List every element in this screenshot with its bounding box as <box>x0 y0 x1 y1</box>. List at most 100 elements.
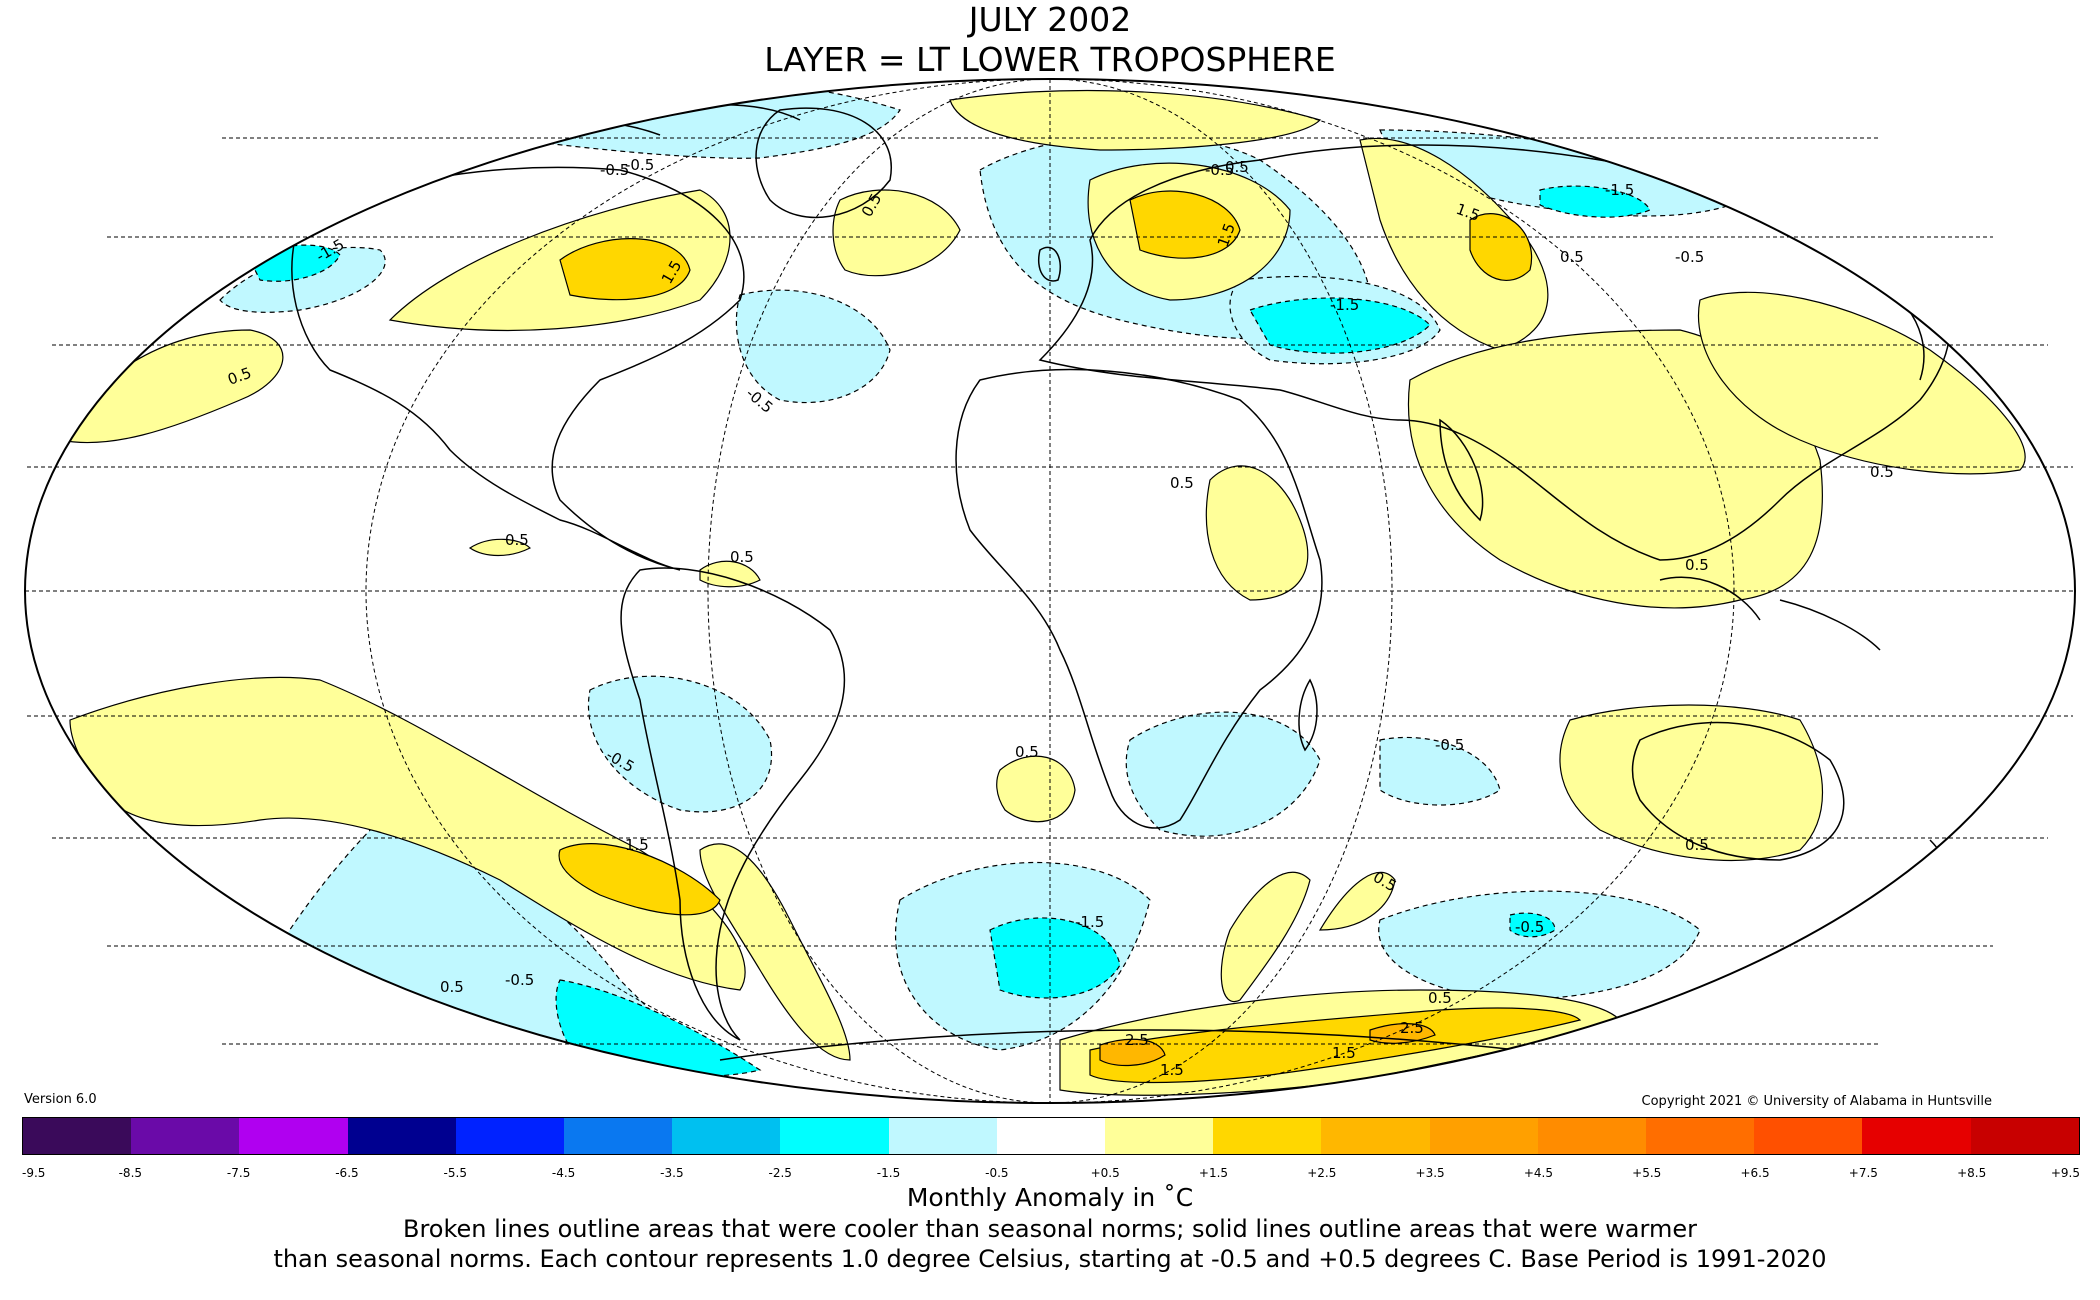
contour-label: 0.5 <box>1225 158 1249 176</box>
warm-region-west-siberia <box>1359 137 1549 351</box>
warm-core-antarctic-inner <box>1099 1038 1166 1067</box>
coast-eurasia <box>1038 144 1951 561</box>
colorbar-cell <box>996 1118 1106 1154</box>
anomaly-map: -0.50.51.5-1.5-0.50.5-0.51.50.50.5-0.5-1… <box>24 78 2076 1104</box>
warm-region-south-america-west <box>699 843 851 1061</box>
copyright-label: Copyright 2021 © University of Alabama i… <box>1641 1094 1992 1109</box>
warm-region-south-pacific <box>69 676 746 991</box>
warm-region-tropical-pacific <box>468 538 532 557</box>
colorbar-cell <box>1970 1118 2079 1154</box>
colorbar-cell <box>1646 1118 1755 1154</box>
colorbar-cell <box>1862 1118 1971 1154</box>
colorbar-cell <box>23 1118 132 1154</box>
colorbar-tick-label: +9.5 <box>2050 1166 2080 1180</box>
coast-africa <box>955 368 1323 829</box>
colorbar-cell <box>1105 1118 1214 1154</box>
colorbar-tick-label: -4.5 <box>551 1166 576 1180</box>
colorbar-cell <box>1537 1118 1647 1154</box>
colorbar-tick-label: -6.5 <box>335 1166 359 1180</box>
warm-region-tasman <box>1318 871 1396 931</box>
coast-north-america <box>291 166 745 571</box>
cool-region-atlantic <box>735 289 891 404</box>
warm-region-south-atlantic-blob <box>996 755 1076 823</box>
contour-label: 1.5 <box>625 836 649 854</box>
contour-label: 0.5 <box>1015 743 1039 761</box>
warm-core-siberia <box>1469 213 1533 281</box>
contour-label: 0.5 <box>440 978 464 996</box>
colorbar-tick-label: +0.5 <box>1090 1166 1120 1180</box>
warm-region-east-asia <box>1698 291 2026 475</box>
caption-line-1: Broken lines outline areas that were coo… <box>403 1215 1697 1243</box>
coast-greenland <box>755 107 892 219</box>
graticule <box>25 78 2075 1104</box>
contour-label: 1.5 <box>1332 1044 1356 1062</box>
colorbar-tick-labels: -9.5 -8.5 -7.5 -6.5 -5.5 -4.5 -3.5 -2.5 -1.5 -0.5… <box>22 1166 2080 1184</box>
warm-region-asia <box>1407 329 1823 609</box>
colorbar-tick-label: +4.5 <box>1523 1166 1553 1180</box>
warm-core-canada <box>559 238 691 301</box>
colorbar-tick-label: -5.5 <box>443 1166 467 1180</box>
coast-indonesia <box>1659 576 1881 651</box>
colorbar-cell <box>1754 1118 1863 1154</box>
figure-title-layer: LAYER = LT LOWER TROPOSPHERE <box>764 40 1336 79</box>
colorbar-cell <box>1321 1118 1430 1154</box>
cold-core-black-sea <box>1249 297 1431 354</box>
colorbar-cell <box>131 1118 240 1154</box>
cold-core-south-atlantic <box>989 917 1121 999</box>
contour-label: 2.5 <box>1400 1019 1424 1037</box>
colorbar-cell <box>455 1118 565 1154</box>
colorbar-cell <box>1213 1118 1322 1154</box>
colorbar-tick-label: +2.5 <box>1307 1166 1337 1180</box>
contour-label: -0.5 <box>505 971 534 989</box>
coast-south-america <box>620 567 846 1041</box>
colorbar-tick-label: +8.5 <box>1957 1166 1987 1180</box>
contour-label: -1.5 <box>1330 296 1359 314</box>
colorbar-tick-label: +5.5 <box>1632 1166 1662 1180</box>
coast-madagascar <box>1298 678 1318 752</box>
colorbar-cell <box>239 1118 348 1154</box>
colorbar-tick-label: -0.5 <box>985 1166 1009 1180</box>
cold-core-indian <box>1509 912 1556 938</box>
contour-label: -1.5 <box>1075 913 1104 931</box>
contour-label: 0.5 <box>1560 248 1584 266</box>
warm-core-scandinavia <box>1129 190 1241 259</box>
warm-region-south-indian-ribbon <box>1220 871 1311 1003</box>
warm-region-arctic <box>949 89 1322 151</box>
warm-region-caribbean <box>699 560 761 588</box>
colorbar-tick-label: -7.5 <box>226 1166 251 1180</box>
contour-label: -0.5 <box>1675 248 1704 266</box>
coast-india <box>1439 418 1484 522</box>
caption-line-2: than seasonal norms. Each contour repres… <box>273 1245 1827 1273</box>
colorbar-cell <box>672 1118 781 1154</box>
contour-label: -0.5 <box>1435 736 1464 754</box>
legend-title: Monthly Anomaly in ˚C <box>906 1183 1194 1212</box>
colorbar-tick-label: -3.5 <box>660 1166 684 1180</box>
contour-label: 0.5 <box>1685 836 1709 854</box>
colorbar-cell <box>347 1118 456 1154</box>
contour-label: 1.5 <box>1160 1061 1184 1079</box>
colorbar-tick-label: +6.5 <box>1740 1166 1770 1180</box>
colorbar-cell <box>780 1118 889 1154</box>
version-label: Version 6.0 <box>24 1092 97 1107</box>
figure-title-month: JULY 2002 <box>968 0 1132 39</box>
warm-core-antarctic <box>1089 1007 1582 1084</box>
contour-label: -0.5 <box>600 161 629 179</box>
colorbar-tick-label: -9.5 <box>22 1166 46 1180</box>
colorbar-cell <box>888 1118 997 1154</box>
contour-label: 0.5 <box>1170 474 1194 492</box>
warm-region-australia <box>1559 704 1823 861</box>
contour-label: -1.5 <box>1605 181 1634 199</box>
contour-label: 0.5 <box>505 531 529 549</box>
cool-region-indian-ocean <box>1379 736 1501 806</box>
colorbar-cell <box>564 1118 673 1154</box>
cool-region-south-america <box>588 675 773 813</box>
globe-outline <box>24 78 2076 1104</box>
contour-label: -0.5 <box>1205 161 1234 179</box>
contour-label: 0.5 <box>1870 463 1894 481</box>
colorbar-tick-label: -2.5 <box>768 1166 792 1180</box>
colorbar-tick-label: +7.5 <box>1848 1166 1878 1180</box>
contour-label: 2.5 <box>1125 1031 1149 1049</box>
contour-label: -0.5 <box>625 156 654 174</box>
coast-australia <box>1631 721 1845 861</box>
